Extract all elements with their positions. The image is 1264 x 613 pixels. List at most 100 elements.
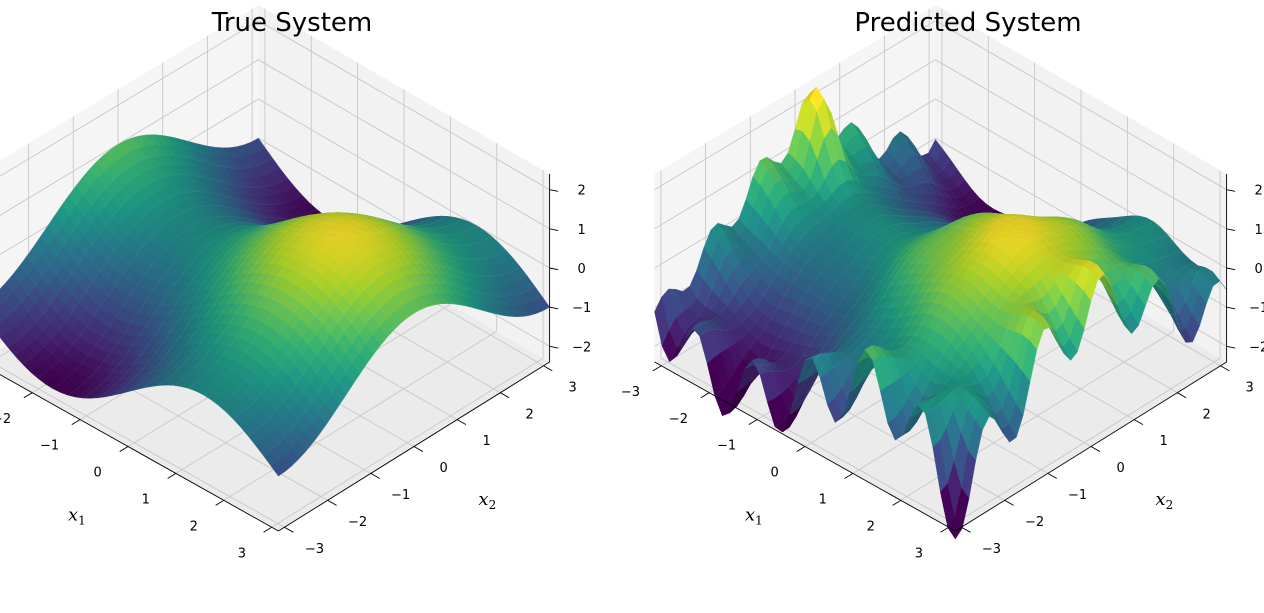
mesh-line	[172, 212, 448, 386]
x-tick	[748, 419, 758, 426]
mesh-line	[22, 191, 303, 365]
y-tick-label: −2	[348, 515, 367, 530]
y-tick-label: 2	[1203, 407, 1211, 422]
grid-z	[935, 59, 1227, 230]
x-tick-label: 2	[867, 519, 875, 534]
x-tick	[23, 392, 33, 399]
x-tick-label: 1	[142, 493, 150, 508]
chart-title: True System	[211, 8, 372, 38]
z-tick-label: 1	[578, 223, 586, 238]
mesh-line	[188, 215, 463, 389]
mesh-line	[218, 232, 492, 406]
grid-z	[258, 59, 550, 230]
y-tick	[1177, 392, 1187, 399]
mesh-line	[157, 212, 434, 386]
surface	[0, 134, 550, 477]
mesh-line	[248, 263, 521, 437]
x-tick	[71, 419, 81, 426]
y-tick-label: 1	[1159, 434, 1167, 449]
z-tick	[549, 306, 559, 310]
x-axis-line	[0, 374, 279, 532]
grid-z	[935, 98, 1227, 269]
grid-z	[258, 20, 550, 191]
z-tick-label: −2	[1249, 340, 1264, 355]
x-tick	[892, 499, 902, 506]
x-tick-label: −2	[669, 412, 688, 427]
y-tick	[284, 526, 294, 533]
x-tick-label: −2	[0, 412, 11, 427]
x-tick-label: 1	[819, 493, 827, 508]
y-tick	[1090, 446, 1101, 452]
mesh-line	[142, 215, 419, 389]
mesh-line	[97, 225, 376, 399]
y-tick-label: 1	[482, 434, 490, 449]
z-tick	[549, 189, 559, 192]
z-tick-label: 2	[1255, 184, 1263, 199]
panel-1: −3 −2 −1 0 1 2 3 −3 −2 −1 0 1 2 3 −2 −1 0 1 2 x1 x2 Predicted…	[621, 5, 1264, 561]
y-axis-label: x2	[1155, 489, 1173, 512]
x-axis-label: x1	[745, 504, 763, 527]
x-tick	[796, 446, 806, 452]
z-tick	[1226, 267, 1236, 271]
y-axis-label: x2	[478, 489, 496, 512]
surface	[654, 87, 1227, 540]
surface-cell	[270, 460, 286, 477]
x-tick	[700, 392, 710, 399]
y-tick	[456, 419, 467, 426]
mesh-line	[37, 205, 317, 379]
y-tick	[1133, 419, 1144, 426]
y-tick-label: −1	[391, 488, 410, 503]
grid-z	[0, 20, 259, 177]
mesh-line	[127, 218, 405, 392]
z-tick-label: 2	[578, 184, 586, 199]
z-tick-label: 0	[1255, 262, 1263, 277]
mesh-line	[7, 174, 288, 348]
x-tick-label: 0	[93, 466, 101, 481]
y-tick	[370, 473, 380, 479]
x-tick	[940, 526, 949, 533]
y-tick-label: 2	[526, 407, 534, 422]
y-tick-label: −2	[1025, 515, 1044, 530]
x-tick-label: −3	[621, 385, 640, 400]
x-tick-label: 0	[770, 466, 778, 481]
grid-z	[654, 20, 936, 191]
z-tick-label: 0	[578, 262, 586, 277]
mesh-line	[82, 225, 361, 399]
x-tick-label: 3	[915, 546, 923, 561]
grid-y	[0, 366, 285, 528]
mesh-line	[67, 222, 346, 396]
y-tick	[327, 499, 337, 506]
y-tick	[543, 365, 553, 372]
y-tick-label: −3	[305, 542, 324, 557]
y-tick	[1004, 499, 1014, 506]
y-tick	[500, 392, 510, 399]
grid-z	[258, 98, 550, 269]
grid-z	[935, 20, 1227, 191]
x-tick-label: 3	[238, 546, 246, 561]
z-tick-label: −1	[1249, 301, 1264, 316]
mesh-line	[0, 155, 274, 324]
z-tick	[1226, 228, 1236, 231]
z-tick-label: −2	[572, 340, 591, 355]
x-tick-label: 2	[190, 519, 198, 534]
x-tick	[844, 473, 854, 479]
mesh-line	[278, 303, 550, 477]
x-axis-label: x1	[68, 504, 86, 527]
chart-title: Predicted System	[854, 8, 1081, 38]
y-tick	[413, 446, 424, 452]
y-tick	[1047, 473, 1057, 479]
x-tick	[652, 365, 662, 372]
z-tick	[1226, 189, 1236, 192]
y-tick-label: 3	[569, 380, 577, 395]
mesh-line	[233, 246, 507, 420]
y-tick	[961, 526, 971, 533]
mesh-line	[263, 282, 536, 456]
mesh-line	[52, 215, 332, 389]
z-tick	[549, 267, 559, 271]
x-tick-label: −1	[40, 439, 59, 454]
y-tick-label: −3	[982, 542, 1001, 557]
y-tick-label: 0	[1116, 461, 1124, 476]
x-tick	[263, 526, 272, 533]
